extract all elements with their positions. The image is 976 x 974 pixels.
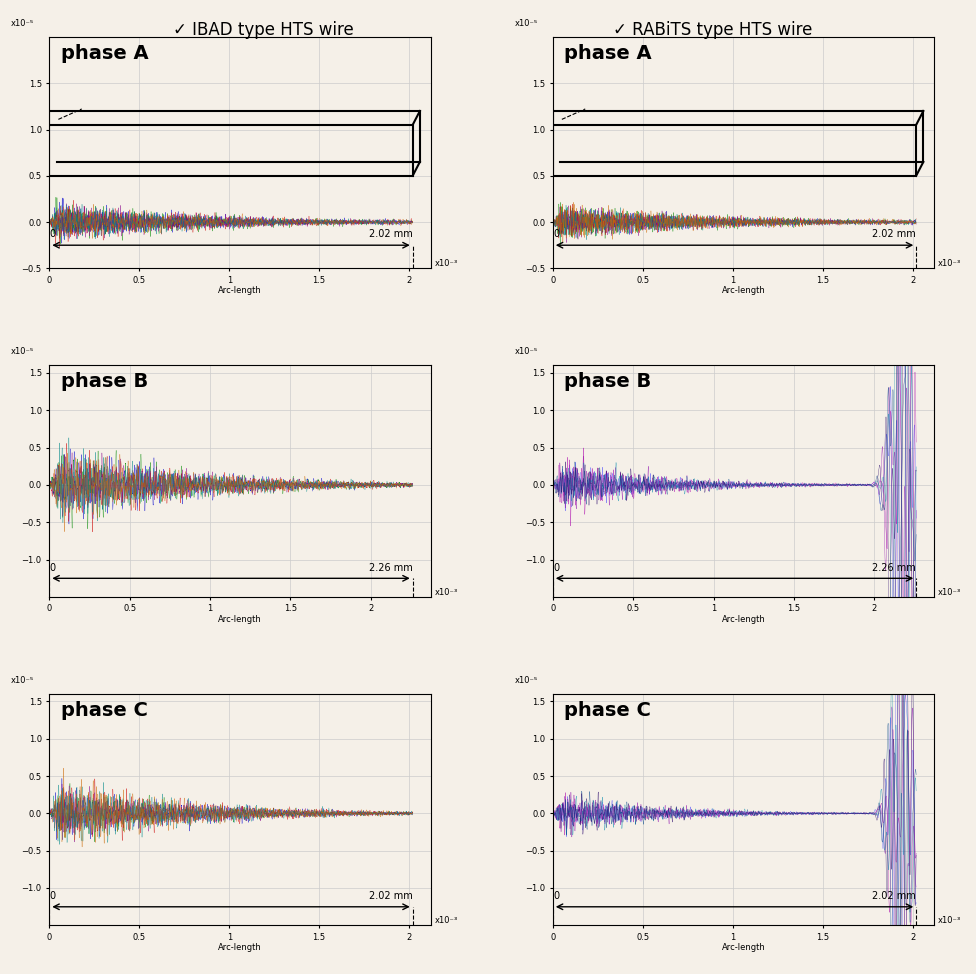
Text: x10⁻⁵: x10⁻⁵ — [12, 348, 34, 356]
X-axis label: Arc-length: Arc-length — [721, 615, 765, 623]
Text: 2.26 mm: 2.26 mm — [873, 563, 916, 573]
X-axis label: Arc-length: Arc-length — [721, 286, 765, 295]
Bar — [50, 125, 413, 175]
Text: 2.02 mm: 2.02 mm — [369, 891, 413, 901]
Text: x10⁻³: x10⁻³ — [434, 917, 458, 925]
Bar — [552, 125, 916, 175]
X-axis label: Arc-length: Arc-length — [219, 615, 262, 623]
Text: 0: 0 — [50, 563, 56, 573]
Text: 2.26 mm: 2.26 mm — [369, 563, 413, 573]
Text: x10⁻³: x10⁻³ — [938, 259, 961, 268]
Text: x10⁻⁵: x10⁻⁵ — [514, 348, 538, 356]
X-axis label: Arc-length: Arc-length — [721, 944, 765, 953]
Text: phase C: phase C — [564, 701, 651, 720]
Text: 0: 0 — [553, 230, 559, 240]
Text: x10⁻³: x10⁻³ — [938, 588, 961, 597]
Text: x10⁻³: x10⁻³ — [434, 588, 458, 597]
X-axis label: Arc-length: Arc-length — [219, 944, 262, 953]
Text: x10⁻⁵: x10⁻⁵ — [12, 676, 34, 685]
Text: 0: 0 — [50, 891, 56, 901]
Text: x10⁻⁵: x10⁻⁵ — [12, 19, 34, 27]
Text: 0: 0 — [50, 230, 56, 240]
Text: 2.02 mm: 2.02 mm — [873, 891, 916, 901]
Text: x10⁻³: x10⁻³ — [938, 917, 961, 925]
Text: x10⁻⁵: x10⁻⁵ — [514, 676, 538, 685]
Text: ✓ IBAD type HTS wire: ✓ IBAD type HTS wire — [173, 21, 354, 39]
Text: 2.02 mm: 2.02 mm — [369, 230, 413, 240]
Text: x10⁻³: x10⁻³ — [434, 259, 458, 268]
Text: phase A: phase A — [564, 44, 652, 63]
Text: ✓ RABiTS type HTS wire: ✓ RABiTS type HTS wire — [613, 21, 812, 39]
Text: 2.02 mm: 2.02 mm — [873, 230, 916, 240]
Text: 0: 0 — [553, 563, 559, 573]
Text: x10⁻⁵: x10⁻⁵ — [514, 19, 538, 27]
Text: phase B: phase B — [564, 372, 652, 392]
Text: 0: 0 — [553, 891, 559, 901]
Text: phase B: phase B — [61, 372, 148, 392]
X-axis label: Arc-length: Arc-length — [219, 286, 262, 295]
Text: phase A: phase A — [61, 44, 148, 63]
Text: phase C: phase C — [61, 701, 147, 720]
